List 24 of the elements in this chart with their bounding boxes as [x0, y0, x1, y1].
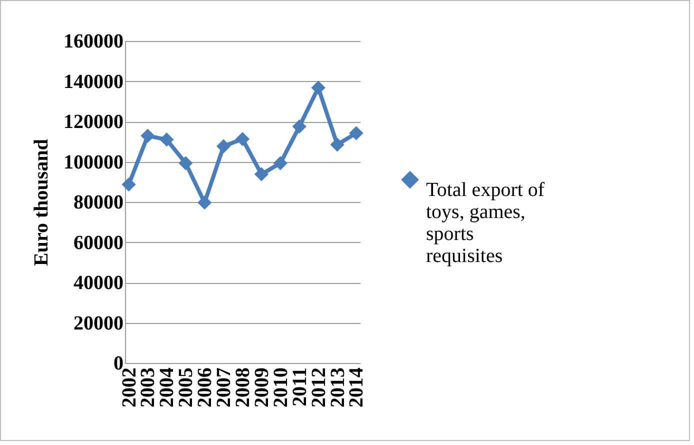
point	[330, 138, 344, 152]
y-tick-label: 0	[114, 352, 124, 374]
y-tick-label: 80000	[74, 192, 124, 214]
y-tick-label: 40000	[74, 272, 124, 294]
y-tick-label: 20000	[74, 312, 124, 334]
y-tick-label: 160000	[64, 30, 124, 52]
y-tick-label: 100000	[64, 151, 124, 174]
point	[122, 177, 136, 192]
point	[349, 126, 364, 140]
point	[178, 156, 193, 170]
point	[216, 139, 231, 154]
point	[140, 128, 155, 143]
point	[273, 156, 288, 170]
y-axis-title: Euro thousand	[30, 139, 52, 266]
point	[235, 132, 250, 146]
y-tick-label: 60000	[74, 232, 124, 254]
point	[292, 119, 306, 134]
legend-label: Total export of toys, games, sports requisites	[426, 178, 545, 267]
point	[311, 80, 326, 95]
point	[160, 132, 174, 147]
y-tick-label: 120000	[64, 111, 124, 133]
point	[198, 196, 212, 210]
point	[254, 167, 269, 182]
y-tick-label: 140000	[64, 70, 124, 93]
